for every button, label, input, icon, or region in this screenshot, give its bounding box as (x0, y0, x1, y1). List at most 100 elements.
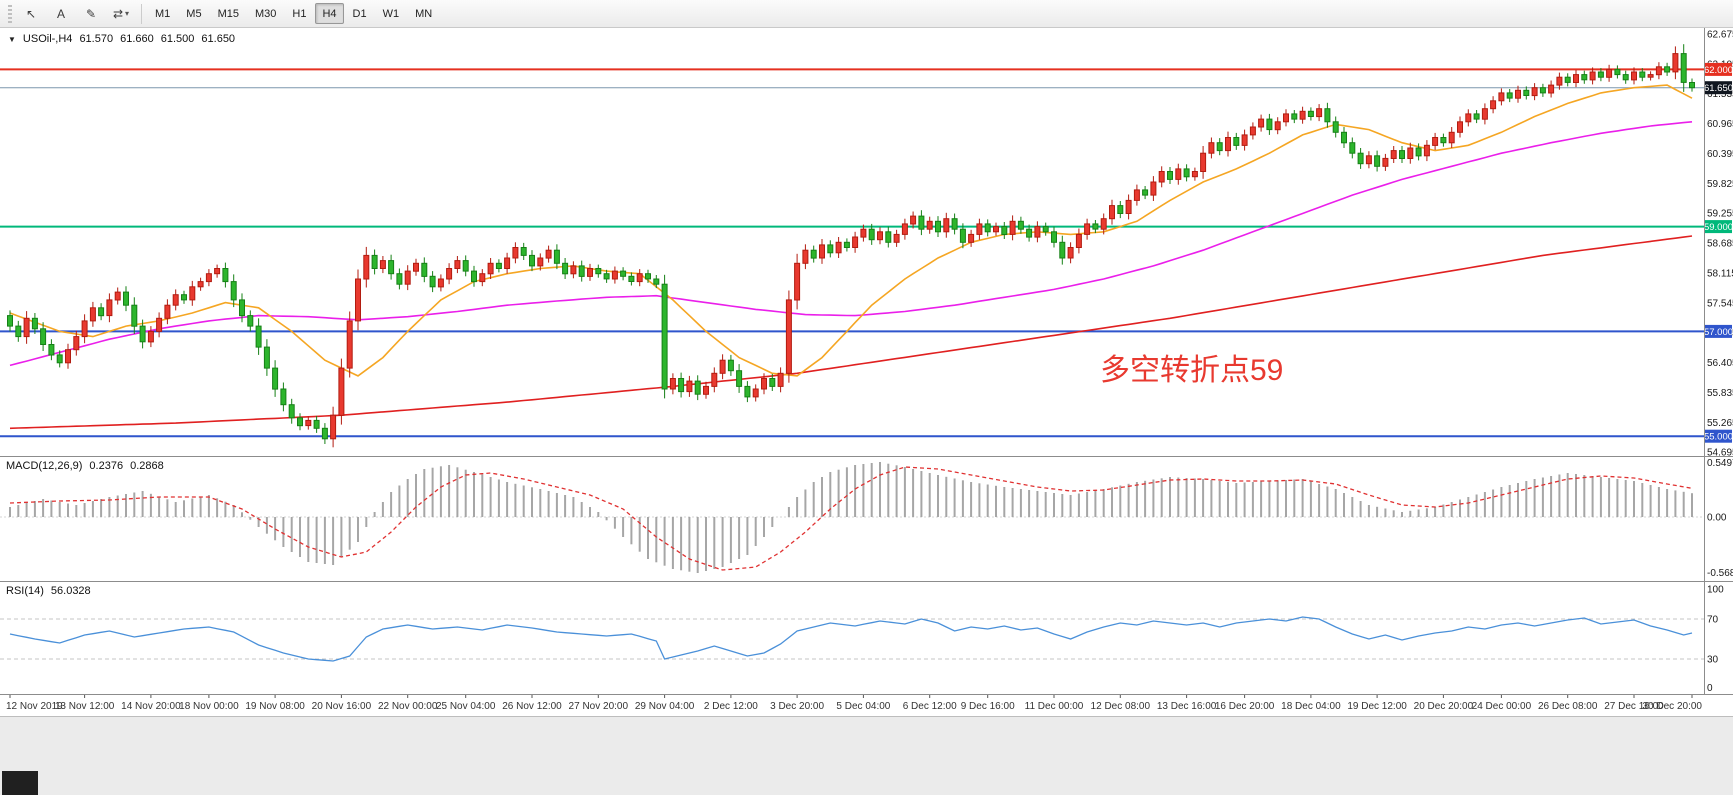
candle-body (321, 427, 328, 440)
toolbar-separator (141, 3, 142, 24)
candle-body (147, 330, 154, 343)
candle-body (628, 275, 635, 283)
toolbar-grip[interactable] (8, 4, 12, 23)
candle-body (959, 228, 966, 243)
symbol-timeframe-label: USOil-,H4 (22, 33, 73, 45)
candle-body (529, 254, 535, 267)
candle-body (1481, 108, 1488, 120)
timeframe-m15-button[interactable]: M15 (217, 7, 239, 20)
candle-body (189, 286, 196, 301)
candle-body (918, 215, 925, 230)
candle-body (1059, 241, 1066, 259)
time-axis-label: 16 Dec 20:00 (1215, 701, 1275, 712)
candle-body (653, 278, 660, 285)
candle-body (993, 226, 999, 233)
timeframe-w1-button[interactable]: W1 (382, 7, 400, 20)
panel-separator[interactable] (0, 456, 1733, 457)
candle-body (1026, 228, 1033, 238)
timeframe-m30-button[interactable]: M30 (254, 7, 277, 20)
candle-body (471, 270, 477, 283)
cycle-symbols-tool-button[interactable]: ⇄ ▾ (107, 3, 135, 25)
candle-body (1506, 92, 1513, 99)
price-tick-label: 61.535 (1707, 89, 1733, 100)
candle-body (570, 265, 577, 275)
timeframe-m5-button[interactable]: M5 (186, 7, 202, 20)
candle-body (1589, 71, 1596, 81)
candle-body (504, 257, 511, 269)
candle-body (727, 359, 734, 372)
candle-body (1399, 150, 1405, 159)
price-badge-62.000 (1705, 62, 1732, 76)
candle-body (1266, 118, 1273, 131)
macd-value-signal: 0.2868 (130, 460, 164, 472)
candle-body (1291, 113, 1298, 120)
candle-body (1523, 89, 1530, 96)
time-axis-label: 12 Nov 2019 (6, 701, 63, 712)
timeframe-mn-button[interactable]: MN (415, 7, 433, 20)
candle-body (694, 380, 701, 395)
candle-body (239, 299, 245, 317)
candle-body (1432, 137, 1439, 146)
price-tick-label: 58.685 (1707, 239, 1733, 250)
rsi-axis-label: 0 (1707, 683, 1713, 694)
candle-body (553, 249, 560, 264)
text-label-tool-icon: A (56, 6, 65, 21)
time-axis-label: 6 Dec 12:00 (903, 701, 957, 712)
candle-body (769, 378, 776, 387)
time-axis-label: 13 Dec 16:00 (1157, 701, 1217, 712)
toolbar: ↖ A ✎ ⇄ ▾ M1 M5 M15 M30 H1 H4 D1 W1 MN (0, 0, 1733, 28)
candle-body (181, 294, 187, 301)
chart-text-annotation[interactable]: 多空转折点59 (1100, 354, 1284, 387)
candle-body (1109, 205, 1115, 220)
candle-body (1680, 53, 1687, 83)
timeframe-h1-button[interactable]: H1 (292, 7, 307, 20)
candle-body (578, 265, 585, 277)
candle-body (1117, 205, 1124, 215)
candle-body (1324, 108, 1331, 123)
candle-body (330, 414, 337, 440)
price-chart-canvas[interactable]: 62.67562.10561.53560.96560.39559.82559.2… (0, 28, 1733, 456)
price-axis-border (1704, 28, 1705, 694)
candle-body (1423, 144, 1430, 157)
timeframe-d1-button[interactable]: D1 (352, 7, 367, 20)
candle-body (1498, 92, 1505, 102)
candle-body (1415, 147, 1422, 157)
candle-body (1341, 131, 1347, 144)
candle-body (131, 304, 138, 327)
pointer-tool-button[interactable]: ↖ (17, 3, 45, 25)
price-tick-label: 59.255 (1707, 209, 1733, 220)
text-label-tool-button[interactable]: A (47, 3, 75, 25)
candle-body (802, 249, 809, 264)
timeframe-m1-button[interactable]: M1 (155, 7, 171, 20)
candle-body (1299, 110, 1306, 120)
candle-body (139, 325, 146, 343)
chevron-down-icon[interactable]: ▼ (8, 34, 16, 44)
macd-panel-canvas[interactable]: 0.5497 0.00 -0.5685 (0, 457, 1733, 581)
candle-body (7, 315, 13, 327)
candle-body (719, 359, 726, 374)
candle-body (1631, 71, 1637, 81)
timeframe-h4-button[interactable]: H4 (315, 3, 344, 24)
candle-body (1075, 233, 1082, 248)
candle-body (661, 283, 668, 390)
draw-tool-button[interactable]: ✎ (77, 3, 105, 25)
candle-body (785, 299, 792, 374)
rsi-panel-canvas[interactable]: 100 70 30 0 (0, 582, 1733, 694)
candle-body (1067, 247, 1074, 259)
price-badge-57.000 (1705, 324, 1732, 338)
candle-body (645, 273, 651, 280)
time-axis-label: 22 Nov 00:00 (378, 701, 438, 712)
candle-body (98, 307, 105, 317)
candle-body (15, 325, 22, 338)
candle-body (843, 241, 850, 249)
candle-body (703, 385, 709, 395)
candle-body (1531, 87, 1538, 97)
price-badge-label: 57.000 (1704, 327, 1733, 338)
candle-body (686, 380, 693, 393)
candle-body (761, 378, 767, 390)
candle-body (1233, 137, 1240, 146)
candle-body (81, 320, 88, 338)
panel-separator[interactable] (0, 581, 1733, 582)
